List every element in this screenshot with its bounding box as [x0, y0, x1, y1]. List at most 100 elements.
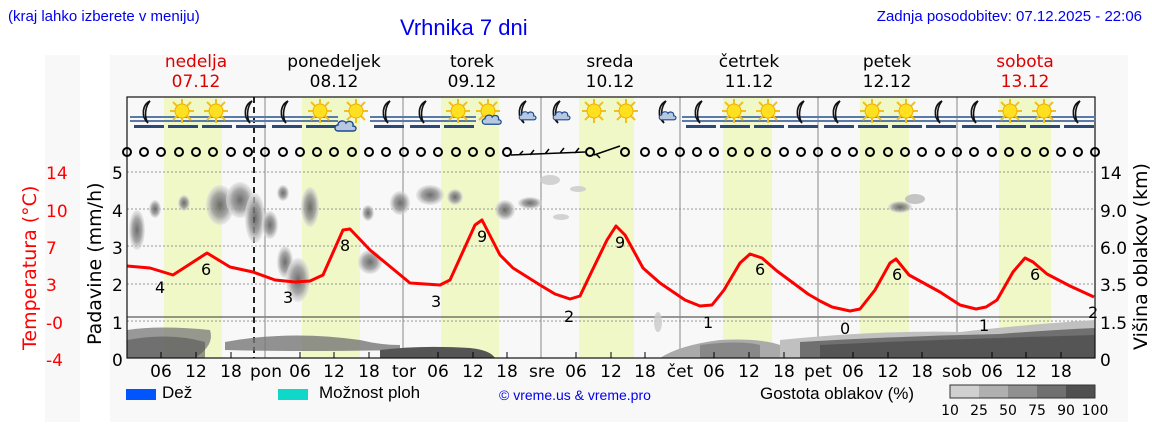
svg-text:1: 1	[112, 314, 123, 334]
svg-text:14: 14	[1100, 164, 1122, 184]
svg-text:12: 12	[1015, 362, 1037, 382]
svg-text:4: 4	[112, 202, 123, 222]
day-header-5: petek 12.12	[862, 52, 912, 92]
svg-text:18: 18	[496, 362, 518, 382]
showers-legend-swatch	[278, 389, 308, 400]
region-select-hint[interactable]: (kraj lahko izberete v meniju)	[8, 8, 200, 25]
svg-text:50: 50	[999, 403, 1017, 419]
svg-text:3.5: 3.5	[1100, 276, 1127, 296]
day-header-3: sreda 10.12	[585, 52, 635, 92]
svg-text:6: 6	[755, 260, 765, 279]
temperature-line	[126, 218, 1095, 313]
cloud-density-legend-bar	[949, 384, 1096, 399]
svg-text:12: 12	[323, 362, 345, 382]
day-header-2: torek 09.12	[447, 52, 497, 92]
svg-text:2: 2	[564, 307, 574, 326]
svg-text:8: 8	[340, 236, 350, 255]
showers-legend-label: Možnost ploh	[319, 383, 421, 402]
rain-legend-label: Dež	[162, 383, 193, 402]
last-update-timestamp: Zadnja posodobitev: 07.12.2025 - 22:06	[876, 8, 1142, 25]
day-header-6: sobota 13.12	[996, 52, 1054, 92]
cloud-height-axis-ticks: 14 9.0 6.0 3.5 1.5 0	[1100, 164, 1127, 371]
svg-text:06: 06	[703, 362, 725, 382]
daylight-bands	[164, 97, 1051, 358]
x-tick-marks	[160, 352, 1062, 358]
svg-text:7: 7	[46, 239, 57, 259]
copyright-link[interactable]: © vreme.us & vreme.pro	[499, 387, 651, 403]
svg-text:06: 06	[842, 362, 864, 382]
temp-value-labels: 46 38 39 29 16 06 16 2	[155, 227, 1098, 338]
x-axis-labels: 06 12 18 pon 06 12 18 tor 06 12 18 sre 0…	[150, 362, 1072, 382]
svg-text:pon: pon	[250, 362, 282, 382]
cloud-density-ticks: 10 25 50 75 90 100	[941, 403, 1108, 419]
svg-text:sre: sre	[529, 362, 555, 382]
svg-text:100: 100	[1082, 403, 1109, 419]
svg-text:12: 12	[877, 362, 899, 382]
svg-text:3: 3	[112, 239, 123, 259]
svg-text:9: 9	[477, 227, 487, 246]
svg-text:0: 0	[1100, 351, 1111, 371]
rain-legend-swatch	[126, 389, 156, 400]
rain-axis-label: Padavine (mm/h)	[84, 182, 106, 345]
svg-text:pet: pet	[804, 362, 832, 382]
svg-text:06: 06	[427, 362, 449, 382]
wind-row	[122, 147, 1100, 157]
svg-text:6: 6	[201, 260, 211, 279]
svg-text:1: 1	[703, 313, 713, 332]
temperature-axis-panel	[45, 55, 80, 422]
wind-barbs	[510, 145, 621, 159]
svg-text:10: 10	[941, 403, 959, 419]
svg-text:18: 18	[220, 362, 242, 382]
svg-text:06: 06	[981, 362, 1003, 382]
svg-text:sob: sob	[942, 362, 972, 382]
svg-text:18: 18	[911, 362, 933, 382]
svg-text:-4: -4	[46, 351, 63, 371]
cloud-density-label: Gostota oblakov (%)	[760, 384, 915, 403]
svg-text:4: 4	[155, 278, 165, 297]
svg-text:75: 75	[1028, 403, 1046, 419]
day-header-0: nedelja 07.12	[164, 52, 228, 92]
svg-text:9: 9	[615, 233, 625, 252]
day-header-4: četrtek 11.12	[718, 52, 780, 92]
svg-text:2: 2	[1088, 303, 1098, 322]
svg-text:06: 06	[150, 362, 172, 382]
svg-text:6.0: 6.0	[1100, 239, 1127, 259]
svg-text:10: 10	[46, 202, 68, 222]
svg-text:12: 12	[738, 362, 760, 382]
svg-text:-0: -0	[46, 314, 63, 334]
svg-text:čet: čet	[667, 362, 694, 382]
rain-axis-ticks: 5 4 3 2 1 0	[112, 164, 123, 371]
svg-text:5: 5	[112, 164, 123, 184]
svg-text:3: 3	[46, 276, 57, 296]
low-cloud-layer	[127, 320, 1095, 358]
svg-text:06: 06	[565, 362, 587, 382]
svg-text:0: 0	[112, 351, 123, 371]
svg-text:12: 12	[185, 362, 207, 382]
svg-text:18: 18	[1050, 362, 1072, 382]
svg-text:18: 18	[358, 362, 380, 382]
svg-text:18: 18	[634, 362, 656, 382]
svg-text:14: 14	[46, 164, 68, 184]
day-header-1: ponedeljek 08.12	[287, 52, 381, 92]
cloud-height-axis-label: Višina oblakov (km)	[1130, 163, 1152, 350]
svg-text:tor: tor	[392, 362, 416, 382]
svg-text:12: 12	[462, 362, 484, 382]
svg-text:06: 06	[289, 362, 311, 382]
svg-text:1: 1	[979, 316, 989, 335]
svg-text:1.5: 1.5	[1100, 314, 1127, 334]
svg-text:6: 6	[892, 265, 902, 284]
svg-text:18: 18	[773, 362, 795, 382]
temp-axis-label: Temperatura (°C)	[19, 186, 41, 351]
svg-text:9.0: 9.0	[1100, 202, 1127, 222]
svg-text:12: 12	[600, 362, 622, 382]
svg-text:3: 3	[283, 288, 293, 307]
svg-text:2: 2	[112, 276, 123, 296]
svg-text:0: 0	[840, 319, 850, 338]
temp-axis-ticks: 14 10 7 3 -0 -4	[46, 164, 68, 371]
svg-text:25: 25	[970, 403, 988, 419]
svg-text:6: 6	[1030, 265, 1040, 284]
page-title: Vrhnika 7 dni	[400, 15, 528, 40]
svg-text:3: 3	[431, 292, 441, 311]
cloud-blobs	[129, 175, 925, 332]
